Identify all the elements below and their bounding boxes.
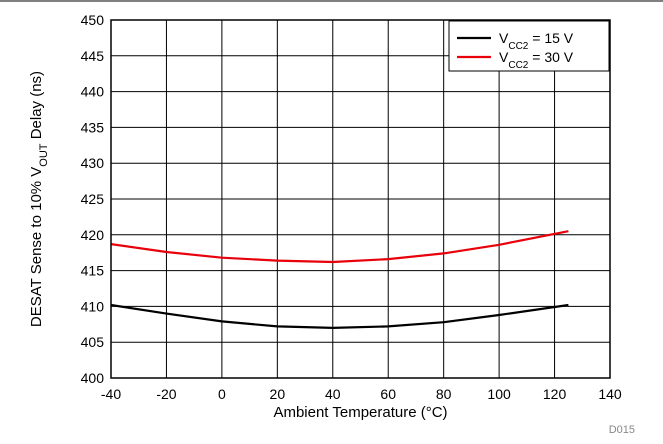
y-tick-label: 435 [81, 119, 105, 135]
y-axis-label-main: DESAT Sense to 10% V [28, 167, 45, 327]
grid [110, 19, 611, 379]
legend-label-rest: = 15 V [528, 30, 573, 46]
series-line-2 [110, 230, 569, 264]
y-axis-label-subscript: OUT [38, 143, 50, 167]
y-tick-label: 430 [81, 155, 105, 171]
y-axis-label: DESAT Sense to 10% VOUT Delay (ns) [28, 71, 50, 327]
x-tick-label: 40 [325, 386, 341, 402]
x-tick-label: 80 [436, 386, 452, 402]
y-tick-label: 420 [81, 227, 105, 243]
x-tick-label: -20 [156, 386, 176, 402]
y-tick-label: 400 [81, 370, 105, 386]
x-tick-label: 120 [543, 386, 567, 402]
legend-label-subscript: CC2 [508, 41, 528, 52]
y-tick-label: 445 [81, 48, 105, 64]
y-tick-label: 410 [81, 298, 105, 314]
x-tick-label: -40 [101, 386, 121, 402]
series-group [110, 230, 569, 329]
x-tick-label: 20 [270, 386, 286, 402]
figure-code: D015 [609, 424, 635, 436]
x-tick-labels: -40 -20 0 20 40 60 80 100 120 140 [101, 386, 622, 402]
legend-label-2: VCC2 = 30 V [499, 49, 574, 71]
x-axis-label: Ambient Temperature (°C) [273, 404, 447, 421]
legend-box [448, 20, 610, 72]
y-axis-label-tail: Delay (ns) [28, 71, 45, 144]
legend-label-base: V [499, 30, 509, 46]
series-line-1 [110, 303, 569, 329]
y-tick-label: 425 [81, 191, 105, 207]
y-tick-label: 415 [81, 263, 105, 279]
x-tick-label: 0 [218, 386, 226, 402]
y-tick-label: 440 [81, 84, 105, 100]
y-tick-labels: 400 405 410 415 420 425 430 435 440 445 450 [81, 12, 105, 386]
legend-label-subscript: CC2 [508, 60, 528, 71]
legend-label-base: V [499, 49, 509, 65]
y-tick-label: 405 [81, 334, 105, 350]
legend-label-rest: = 30 V [528, 49, 573, 65]
x-tick-label: 60 [380, 386, 396, 402]
plot-frame [110, 19, 611, 379]
x-tick-label: 100 [487, 386, 511, 402]
legend-label-1: VCC2 = 15 V [499, 30, 574, 52]
y-tick-label: 450 [81, 12, 105, 28]
x-tick-label: 140 [598, 386, 622, 402]
